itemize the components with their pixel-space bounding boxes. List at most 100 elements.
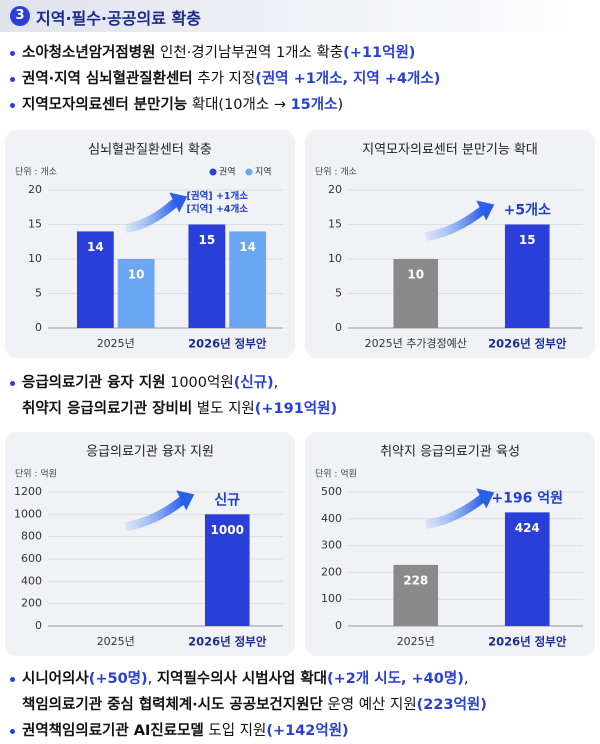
y-tick-label: 0 <box>335 619 342 632</box>
bullet: 권역·지역 심뇌혈관질환센터 추가 지정(권역 +1개소, 지역 +4개소) <box>8 66 598 92</box>
y-tick-label: 15 <box>328 218 342 231</box>
chart-title: 지역모자의료센터 분만기능 확대 <box>362 143 538 158</box>
value-label: 14 <box>239 240 256 254</box>
legend-label: 권역 <box>219 166 236 178</box>
y-tick-label: 10 <box>328 252 342 265</box>
bullet: 권역책임의료기관 AI진료모델 도입 지원(+142억원) <box>8 718 598 744</box>
y-tick-label: 600 <box>21 552 42 565</box>
y-tick-label: 20 <box>328 183 342 196</box>
bar <box>204 514 250 626</box>
y-tick-label: 1200 <box>14 485 42 498</box>
arrow <box>125 496 186 531</box>
section-title: 지역·필수·공공의료 확충 <box>36 9 201 28</box>
bullet: 시니어의사(+50명), 지역필수의사 시범사업 확대(+2개 시도, +40명… <box>8 666 598 692</box>
bar <box>504 512 550 626</box>
y-tick-label: 200 <box>321 565 342 578</box>
x-tick-label: 2025년 <box>97 635 135 648</box>
value-label: 424 <box>515 521 540 535</box>
bullet: 소아청소년암거점병원 인천·경기남부권역 1개소 확충(+11억원) <box>8 40 598 66</box>
text-segment: (+191억원) <box>254 401 338 417</box>
y-tick-label: 0 <box>335 321 342 334</box>
legend-swatch <box>209 168 217 176</box>
text-segment: 책임의료기관 중심 협력체계·시도 공공보건지원단 <box>22 697 323 713</box>
text-segment: (+50명) <box>88 671 148 687</box>
arrow-head <box>476 200 495 221</box>
arrow-head <box>176 490 195 511</box>
y-tick-label: 500 <box>321 485 342 498</box>
section-number: 3 <box>10 6 30 26</box>
annotation: 신규 <box>214 492 240 508</box>
text-segment: 15개소 <box>290 97 338 113</box>
value-label: 15 <box>519 233 536 247</box>
x-tick-label: 2026년 정부안 <box>488 635 567 649</box>
x-tick-label: 2026년 정부안 <box>488 337 567 351</box>
text-segment: 도입 지원 <box>203 723 267 739</box>
bullet-list: 시니어의사(+50명), 지역필수의사 시범사업 확대(+2개 시도, +40명… <box>8 666 598 744</box>
y-tick-label: 20 <box>28 183 42 196</box>
bar <box>393 564 439 626</box>
text-segment: (신규) <box>233 375 274 391</box>
y-tick-label: 300 <box>321 539 342 552</box>
y-tick-label: 100 <box>321 592 342 605</box>
x-tick-label: 2025년 <box>97 337 135 350</box>
arrow-head <box>476 488 495 509</box>
text-segment: (+2개 시도, +40명) <box>327 671 464 687</box>
text-segment: 추가 지정 <box>192 71 256 87</box>
text-segment: 취약지 응급의료기관 장비비 <box>22 401 193 417</box>
bar <box>76 231 114 328</box>
y-tick-label: 0 <box>35 619 42 632</box>
text-segment: (+11억원) <box>343 45 416 61</box>
bar <box>229 231 267 328</box>
bullet: 지역모자의료센터 분만기능 확대(10개소 → 15개소) <box>8 92 598 118</box>
text-segment: , <box>463 671 469 687</box>
arrow-head <box>169 192 188 213</box>
bullet: 취약지 응급의료기관 장비비 별도 지원(+191억원) <box>8 396 598 422</box>
y-tick-label: 400 <box>21 574 42 587</box>
bar <box>504 224 550 328</box>
unit-label: 단위 : 억원 <box>15 468 57 480</box>
bullet: 응급의료기관 융자 지원 1000억원(신규), <box>8 370 598 396</box>
text-segment: 지역모자의료센터 분만기능 <box>22 97 188 113</box>
y-tick-label: 0 <box>35 321 42 334</box>
text-segment: (권역 +1개소, 지역 +4개소) <box>255 71 441 87</box>
y-tick-label: 5 <box>35 287 42 300</box>
bullet-list: 소아청소년암거점병원 인천·경기남부권역 1개소 확충(+11억원) 권역·지역 … <box>8 40 598 118</box>
annotation: +196 억원 <box>491 490 563 506</box>
text-segment: 권역책임의료기관 AI진료모델 <box>22 723 204 739</box>
y-tick-label: 800 <box>21 530 42 543</box>
annotation: +5개소 <box>504 203 551 219</box>
arrow <box>425 206 486 241</box>
y-tick-label: 1000 <box>14 507 42 520</box>
value-label: 14 <box>87 240 104 254</box>
y-tick-label: 200 <box>21 597 42 610</box>
bar <box>117 259 155 328</box>
text-segment: (223억원) <box>416 697 487 713</box>
x-tick-label: 2025년 추가경정예산 <box>365 337 467 350</box>
value-label: 228 <box>403 573 428 587</box>
annotation: [지역] +4개소 <box>186 203 248 215</box>
chart-panel <box>305 130 595 358</box>
text-segment: (+142억원) <box>266 723 349 739</box>
text-segment: ) <box>337 97 344 113</box>
bar <box>393 259 439 328</box>
header: 3 지역·필수·공공의료 확충 <box>0 0 600 32</box>
chart-title: 응급의료기관 융자 지원 <box>86 445 214 460</box>
x-tick-label: 2025년 <box>397 635 435 648</box>
annotation: [권역] +1개소 <box>186 190 248 202</box>
text-segment: , <box>273 375 279 391</box>
text-segment: 소아청소년암거점병원 <box>22 45 156 61</box>
x-tick-label: 2026년 정부안 <box>188 337 267 351</box>
legend-label: 지역 <box>255 167 272 178</box>
text-segment: 별도 지원 <box>192 401 255 417</box>
unit-label: 단위 : 억원 <box>315 468 357 480</box>
bullet-list: 응급의료기관 융자 지원 1000억원(신규), 취약지 응급의료기관 장비비 별… <box>8 370 598 422</box>
unit-label: 단위 : 개소 <box>315 167 357 178</box>
value-label: 10 <box>407 268 424 282</box>
y-tick-label: 10 <box>28 252 42 265</box>
